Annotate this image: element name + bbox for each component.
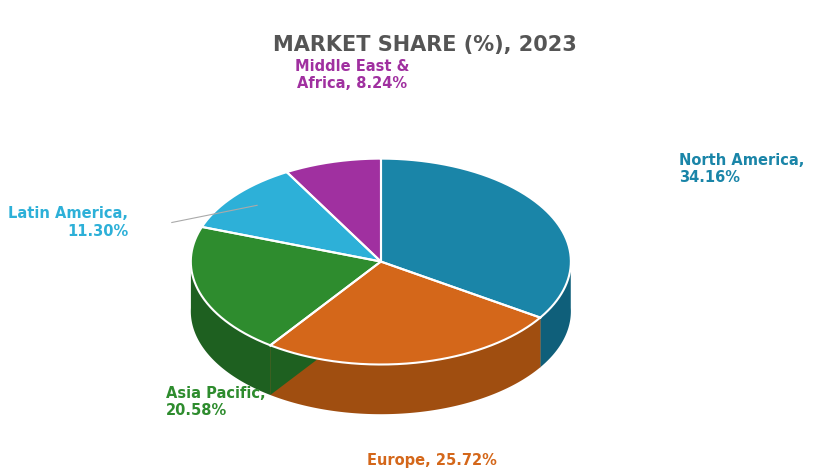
Polygon shape <box>540 258 570 367</box>
Text: Europe, 25.72%: Europe, 25.72% <box>368 453 497 468</box>
Text: MARKET SHARE (%), 2023: MARKET SHARE (%), 2023 <box>273 35 576 55</box>
Text: Latin America,
11.30%: Latin America, 11.30% <box>8 206 128 239</box>
Polygon shape <box>381 159 570 318</box>
Polygon shape <box>381 262 540 367</box>
Polygon shape <box>191 227 381 345</box>
Polygon shape <box>271 262 381 395</box>
Text: Middle East &
Africa, 8.24%: Middle East & Africa, 8.24% <box>295 59 409 91</box>
Polygon shape <box>202 172 381 262</box>
Text: North America,
34.16%: North America, 34.16% <box>679 153 804 185</box>
Text: Asia Pacific,
20.58%: Asia Pacific, 20.58% <box>166 386 266 418</box>
Polygon shape <box>271 318 540 414</box>
Polygon shape <box>271 262 540 364</box>
Polygon shape <box>271 262 381 395</box>
Polygon shape <box>381 262 540 367</box>
Polygon shape <box>191 258 271 395</box>
Polygon shape <box>287 159 381 262</box>
